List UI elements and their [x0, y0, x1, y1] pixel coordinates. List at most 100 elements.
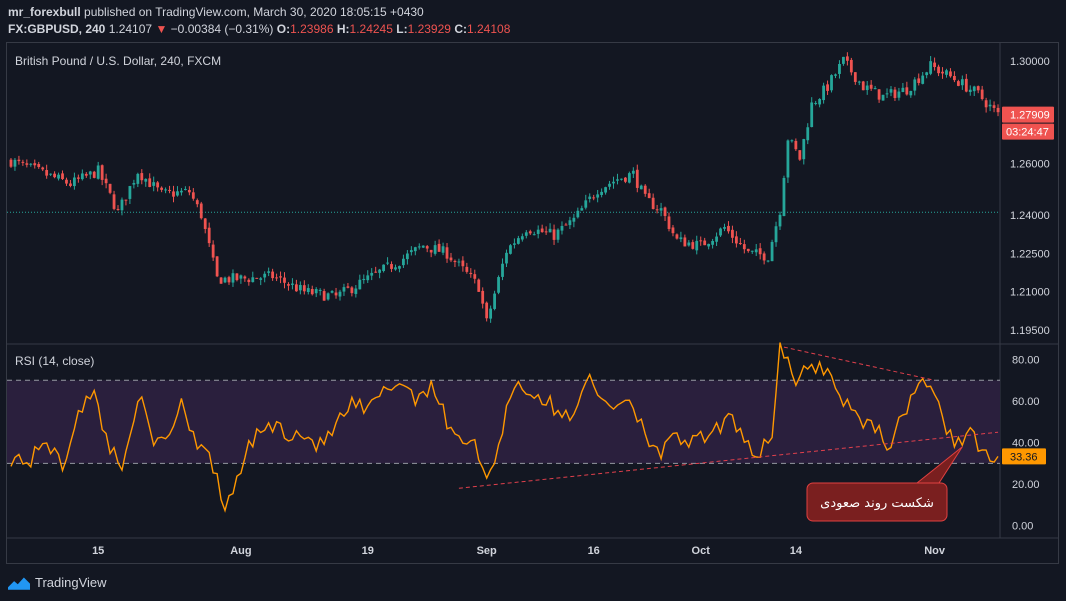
candle-body [786, 140, 790, 178]
candle-body [156, 182, 160, 188]
candle-body [247, 279, 251, 283]
candle-body [9, 159, 13, 167]
candle-body [524, 232, 528, 236]
candle-body [267, 271, 271, 273]
candle-body [168, 189, 171, 191]
tradingview-brand[interactable]: TradingView [8, 575, 107, 590]
candle-body [61, 173, 64, 180]
candle-body [191, 192, 195, 199]
high-label: H: [336, 22, 350, 36]
candle-body [631, 170, 635, 174]
candle-body [231, 273, 235, 283]
candle-body [413, 247, 417, 252]
candle-body [180, 190, 183, 193]
chart-svg[interactable]: 1.30000 1.26000 1.24000 1.22500 1.21000 1.195… [7, 43, 1058, 563]
last-price-label: 1.27909 [1010, 110, 1050, 122]
candle-body [136, 173, 140, 184]
candle-body [746, 248, 750, 252]
candle-body [972, 86, 976, 92]
candle-body [465, 266, 469, 272]
candle-body [861, 81, 865, 91]
candle-body [227, 277, 231, 283]
candle-body [80, 173, 84, 180]
publish-info: mr_forexbull published on TradingView.co… [8, 5, 424, 19]
candle-body [802, 139, 806, 160]
candle-body [889, 89, 893, 93]
candle-body [469, 272, 473, 275]
candle-body [76, 177, 80, 179]
candle-body [370, 272, 374, 276]
candle-body [925, 72, 929, 76]
candle-body [905, 87, 909, 95]
candle-body [568, 220, 572, 226]
candle-body [513, 243, 516, 245]
candle-body [734, 236, 738, 244]
candle-body [223, 277, 227, 283]
candle-body [699, 240, 703, 242]
candle-body [869, 84, 873, 89]
candle-body [402, 258, 405, 266]
candle-body [659, 208, 663, 211]
candle-body [187, 189, 191, 193]
candle-body [243, 276, 247, 279]
candle-body [921, 75, 925, 84]
open-value: 1.23986 [290, 22, 334, 36]
candle-body [112, 194, 116, 209]
candle-body [477, 279, 481, 292]
candle-body [215, 256, 219, 277]
candle-body [806, 127, 810, 141]
candle-body [13, 159, 17, 167]
candle-body [639, 185, 643, 190]
candle-body [41, 167, 45, 170]
rsi-layer [10, 342, 999, 513]
candle-body [842, 56, 845, 64]
candle-body [120, 199, 124, 211]
candle-body [727, 225, 730, 232]
price-tick-label: 1.30000 [1010, 56, 1050, 68]
candle-body [774, 226, 778, 243]
candle-body [782, 177, 786, 217]
candle-body [663, 207, 667, 216]
candle-body [509, 245, 512, 254]
candle-body [116, 208, 120, 210]
candle-body [505, 252, 508, 264]
candle-body [342, 287, 346, 292]
price-change: −0.00384 (−0.31%) [170, 22, 274, 36]
rsi-line [10, 342, 999, 513]
candle-body [405, 253, 409, 260]
candle-body [635, 169, 639, 188]
candle-body [616, 179, 619, 181]
close-value: 1.24108 [466, 22, 511, 36]
chart-frame[interactable]: 1.30000 1.26000 1.24000 1.22500 1.21000 1.195… [6, 42, 1059, 564]
candle-body [57, 174, 60, 179]
price-tick-label: 1.22500 [1010, 248, 1050, 260]
candle-body [449, 257, 453, 261]
open-label: O: [276, 22, 291, 36]
trendline [783, 346, 935, 381]
candle-body [259, 278, 263, 280]
candle-body [814, 103, 818, 105]
candle-body [865, 85, 869, 91]
candle-body [275, 277, 278, 279]
price-tick-label: 1.24000 [1010, 210, 1050, 222]
symbol-quote-line: FX:GBPUSD, 240 1.24107 ▼ −0.00384 (−0.31… [8, 22, 510, 36]
author-name[interactable]: mr_forexbull [8, 5, 81, 19]
candle-body [140, 173, 144, 181]
candle-body [913, 79, 917, 91]
time-tick-label: 19 [362, 545, 374, 557]
candle-body [941, 71, 944, 74]
rsi-band-layer [7, 379, 1000, 464]
candle-body [429, 249, 433, 253]
candle-body [425, 246, 429, 249]
candle-body [25, 163, 29, 165]
candle-body [984, 100, 988, 108]
rsi-tick-label: 40.00 [1012, 438, 1040, 450]
candle-body [160, 187, 164, 190]
candle-body [219, 277, 223, 284]
candle-body [826, 84, 829, 91]
price-tick-label: 1.21000 [1010, 287, 1050, 299]
candle-body [330, 291, 334, 293]
candle-body [73, 177, 76, 187]
close-label: C: [454, 22, 467, 36]
labels-layer: British Pound / U.S. Dollar, 240, FXCM RS… [15, 54, 963, 522]
